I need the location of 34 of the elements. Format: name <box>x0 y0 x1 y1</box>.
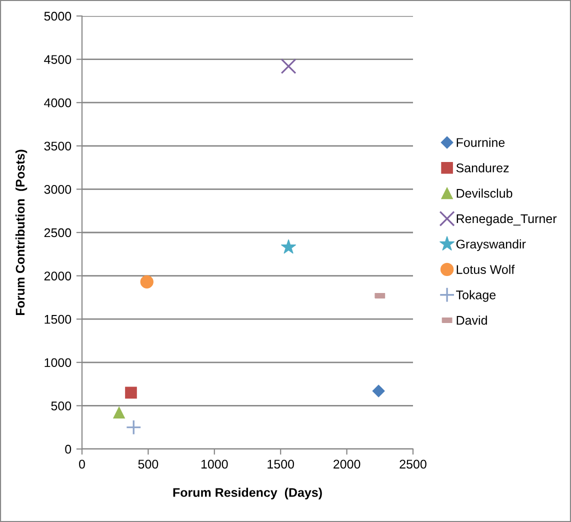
y-tick-label: 1500 <box>44 314 72 324</box>
legend-label: Lotus Wolf <box>456 264 515 274</box>
y-tick-label: 3000 <box>44 185 72 194</box>
y-axis-title: Forum Contribution (Posts) <box>15 150 28 315</box>
point <box>372 384 385 398</box>
point <box>280 58 296 74</box>
legend-label: Renegade_Turner <box>456 214 557 226</box>
legend-label: Tokage <box>456 290 496 302</box>
x-tick-label: 2000 <box>334 460 360 469</box>
x-axis-title: Forum Residency (Days) <box>173 488 322 500</box>
y-tick-label: 5000 <box>44 12 72 21</box>
legend-label: David <box>456 316 487 325</box>
legend-label: Fournine <box>456 138 505 147</box>
y-tick-label: 0 <box>65 444 72 454</box>
point <box>125 386 137 399</box>
y-tick-label: 2000 <box>44 272 72 280</box>
legend-label: Grayswandir <box>456 239 526 252</box>
y-tick-label: 500 <box>51 402 72 410</box>
y-tick-label: 1000 <box>44 358 72 368</box>
point <box>126 420 142 436</box>
y-tick-label: 2500 <box>44 228 72 238</box>
point <box>280 239 296 254</box>
point <box>140 275 154 288</box>
x-tick-label: 500 <box>138 460 158 469</box>
point <box>113 406 125 419</box>
x-tick-label: 1500 <box>268 460 294 469</box>
x-tick-label: 1000 <box>201 460 228 469</box>
x-tick-label: 0 <box>79 460 85 469</box>
x-tick-label: 2500 <box>400 460 426 469</box>
legend-label: Sandurez <box>456 163 509 172</box>
y-tick-label: 4000 <box>44 98 72 108</box>
y-tick-label: 3500 <box>44 142 72 151</box>
y-tick-label: 4500 <box>44 55 72 64</box>
legend-label: Devilsclub <box>456 188 512 198</box>
